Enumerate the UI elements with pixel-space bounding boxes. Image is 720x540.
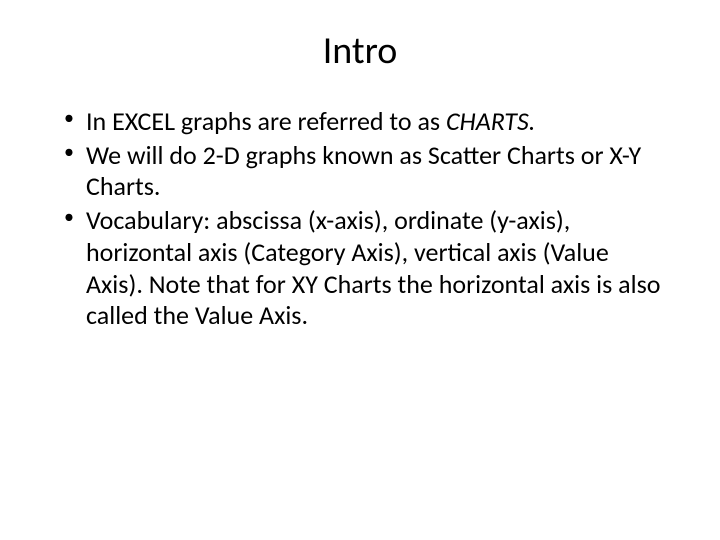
- bullet-text-segment: We will do 2-D graphs known as Scatter C…: [86, 139, 641, 203]
- bullet-text-segment: CHARTS.: [446, 105, 535, 137]
- bullet-text-segment: In EXCEL graphs are referred to as: [86, 105, 446, 137]
- bullet-list: In EXCEL graphs are referred to as CHART…: [50, 106, 670, 332]
- bullet-item: Vocabulary: abscissa (x-axis), ordinate …: [64, 205, 670, 332]
- slide-title: Intro: [50, 28, 670, 74]
- bullet-text-segment: Vocabulary: abscissa (x-axis), ordinate …: [86, 204, 660, 331]
- slide-container: Intro In EXCEL graphs are referred to as…: [0, 0, 720, 540]
- bullet-item: We will do 2-D graphs known as Scatter C…: [64, 140, 670, 203]
- bullet-item: In EXCEL graphs are referred to as CHART…: [64, 106, 670, 138]
